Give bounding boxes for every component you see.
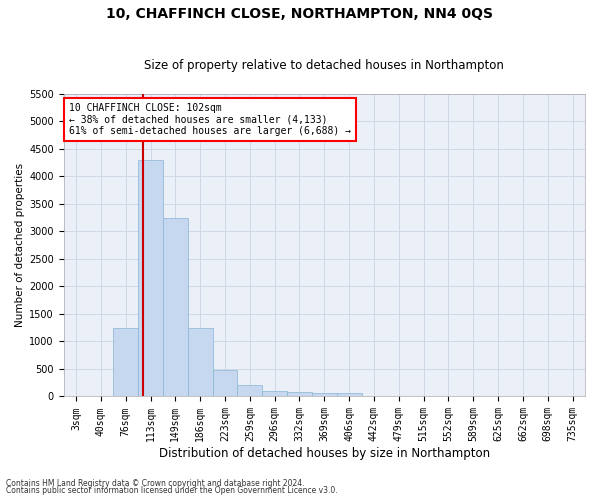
Bar xyxy=(238,386,262,396)
X-axis label: Distribution of detached houses by size in Northampton: Distribution of detached houses by size … xyxy=(159,447,490,460)
Y-axis label: Number of detached properties: Number of detached properties xyxy=(15,163,25,328)
Text: 10 CHAFFINCH CLOSE: 102sqm
← 38% of detached houses are smaller (4,133)
61% of s: 10 CHAFFINCH CLOSE: 102sqm ← 38% of deta… xyxy=(69,103,351,136)
Bar xyxy=(312,393,337,396)
Bar xyxy=(262,391,287,396)
Text: 10, CHAFFINCH CLOSE, NORTHAMPTON, NN4 0QS: 10, CHAFFINCH CLOSE, NORTHAMPTON, NN4 0Q… xyxy=(107,8,493,22)
Bar xyxy=(188,328,212,396)
Bar xyxy=(113,328,138,396)
Bar xyxy=(138,160,163,396)
Text: Contains public sector information licensed under the Open Government Licence v3: Contains public sector information licen… xyxy=(6,486,338,495)
Bar xyxy=(163,218,188,396)
Text: Contains HM Land Registry data © Crown copyright and database right 2024.: Contains HM Land Registry data © Crown c… xyxy=(6,478,305,488)
Bar xyxy=(287,392,312,396)
Bar xyxy=(337,393,362,396)
Title: Size of property relative to detached houses in Northampton: Size of property relative to detached ho… xyxy=(145,59,504,72)
Bar xyxy=(212,370,238,396)
